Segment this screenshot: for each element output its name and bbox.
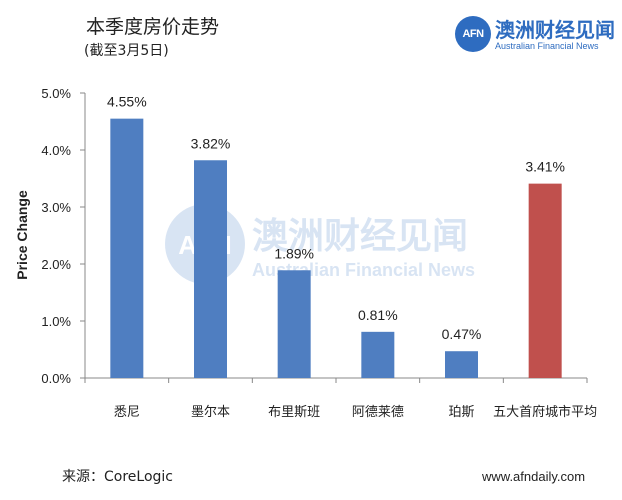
x-tick-label: 布里斯班 (268, 405, 320, 420)
data-label: 3.41% (525, 159, 565, 175)
bars (110, 118, 562, 379)
bar-chart: AFN 澳洲财经见闻 Australian Financial News 0.0… (14, 86, 597, 420)
x-tick-label: 墨尔本 (191, 405, 230, 420)
data-label: 0.47% (442, 326, 482, 342)
bar (194, 160, 227, 378)
x-tick-label: 珀斯 (448, 405, 474, 420)
data-label: 0.81% (358, 307, 398, 323)
y-tick-label: 1.0% (41, 314, 71, 329)
brand-name: 澳洲财经见闻 (495, 18, 615, 42)
brand-logo: AFN 澳洲财经见闻 Australian Financial News (455, 14, 615, 56)
y-tick-label: 4.0% (41, 143, 71, 158)
y-tick-label: 5.0% (41, 86, 71, 101)
labels: 4.55% 悉尼 3.82% 墨尔本 1.89% 布里斯班 0.81% 阿德莱德 0.47% 珀斯… (107, 94, 597, 420)
chart-subtitle: (截至3月5日) (84, 43, 169, 59)
brand-subtitle: Australian Financial News (495, 41, 599, 51)
x-tick-label: 悉尼 (114, 405, 140, 420)
bar (445, 351, 478, 378)
bar (277, 270, 311, 378)
axes: 0.0% 1.0% 2.0% 3.0% 4.0% 5.0% (41, 86, 588, 386)
bar (361, 331, 395, 378)
chart-title: 本季度房价走势 (86, 16, 220, 38)
y-tick-label: 2.0% (41, 257, 71, 272)
source-note: 来源：CoreLogic (62, 469, 173, 485)
data-label: 4.55% (107, 94, 147, 110)
watermark-name: 澳洲财经见闻 (252, 216, 468, 257)
bar (110, 118, 144, 379)
y-axis-title: Price Change (14, 190, 30, 280)
data-label: 3.82% (191, 135, 231, 151)
y-tick-label: 0.0% (41, 371, 71, 386)
website-url: www.afndaily.com (482, 469, 586, 484)
data-label: 1.89% (274, 245, 314, 261)
x-tick-label: 阿德莱德 (352, 405, 404, 420)
x-tick-label: 五大首府城市平均 (493, 404, 597, 420)
afn-logo-icon: AFN (455, 16, 491, 52)
y-tick-label: 3.0% (41, 200, 71, 215)
bar (528, 183, 562, 378)
